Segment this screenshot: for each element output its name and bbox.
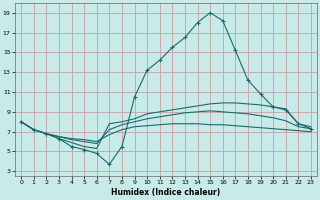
- X-axis label: Humidex (Indice chaleur): Humidex (Indice chaleur): [111, 188, 221, 197]
